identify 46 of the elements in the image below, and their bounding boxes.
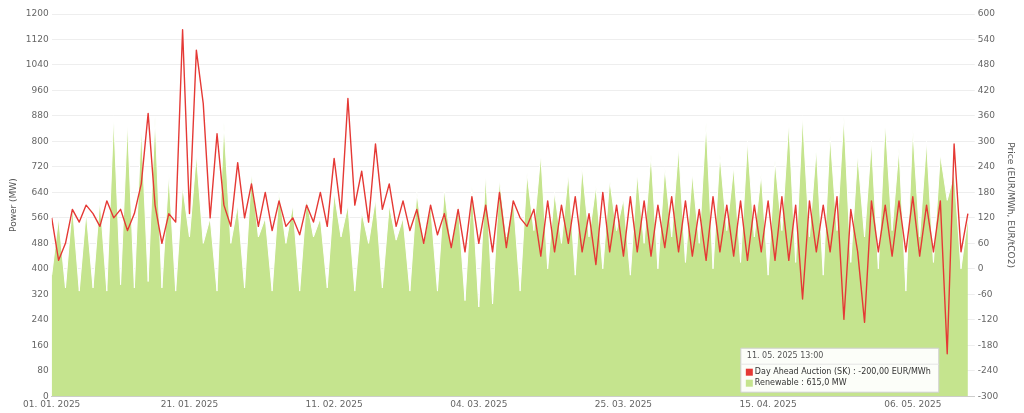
x-tick-label: 15. 04. 2025: [739, 398, 797, 409]
y2-tick-label: 540: [977, 33, 996, 44]
y2-tick-label: 120: [977, 212, 996, 223]
y-tick-label: 800: [31, 135, 49, 146]
y-axis-title: Power (MW): [7, 178, 18, 232]
y-tick-label: 80: [37, 365, 49, 376]
annotation: : 615,0 MW: [801, 378, 847, 388]
x-tick-label: 01. 01. 2025: [23, 398, 81, 409]
x-tick-label: 04. 03. 2025: [450, 398, 508, 409]
y-tick-label: 720: [31, 161, 49, 172]
y-tick-label: 640: [31, 186, 49, 197]
y-tick-label: 160: [31, 339, 49, 350]
y-tick-label: 240: [31, 314, 49, 325]
y2-tick-label: -240: [977, 365, 999, 376]
y2-axis-title: Price (EUR/MWh, EUR/tCO2): [1006, 142, 1017, 268]
y2-tick-label: 360: [977, 110, 996, 121]
y-tick-label: 1200: [25, 8, 49, 19]
y-tick-label: 480: [31, 237, 49, 248]
y2-tick-label: 0: [977, 263, 984, 274]
x-tick-label: 21. 01. 2025: [160, 398, 219, 409]
y-tick-label: 0: [42, 390, 49, 401]
y2-tick-label: 480: [977, 59, 996, 70]
x-tick-label: 06. 05. 2025: [884, 398, 942, 409]
y2-tick-label: -120: [977, 314, 999, 325]
y2-tick-label: -300: [977, 390, 999, 401]
legend-label: Renewable: [754, 378, 799, 388]
y2-tick-label: 600: [977, 8, 996, 19]
y2-tick-label: 300: [977, 135, 996, 146]
y-tick-label: 400: [31, 263, 49, 274]
annotation: 11. 05. 2025 13:00: [746, 351, 824, 361]
legend-label: Day Ahead Auction (SK): [754, 367, 851, 377]
y-tick-label: 1120: [25, 33, 49, 44]
y-tick-label: 880: [31, 110, 49, 121]
y-tick-label: 1040: [25, 59, 49, 70]
annotation: : -200,00 EUR/MWh: [853, 367, 931, 377]
y2-tick-label: 420: [977, 84, 996, 95]
y-tick-label: 320: [31, 288, 49, 299]
y2-tick-label: 180: [977, 186, 996, 197]
x-tick-label: 11. 02. 2025: [305, 398, 363, 409]
y2-tick-label: -180: [977, 339, 999, 350]
y2-tick-label: -60: [977, 288, 993, 299]
y-tick-label: 560: [31, 212, 49, 223]
y2-tick-label: 240: [977, 161, 996, 172]
x-tick-label: 25. 03. 2025: [594, 398, 653, 409]
y-tick-label: 960: [31, 84, 49, 95]
y2-tick-label: 60: [977, 237, 990, 248]
